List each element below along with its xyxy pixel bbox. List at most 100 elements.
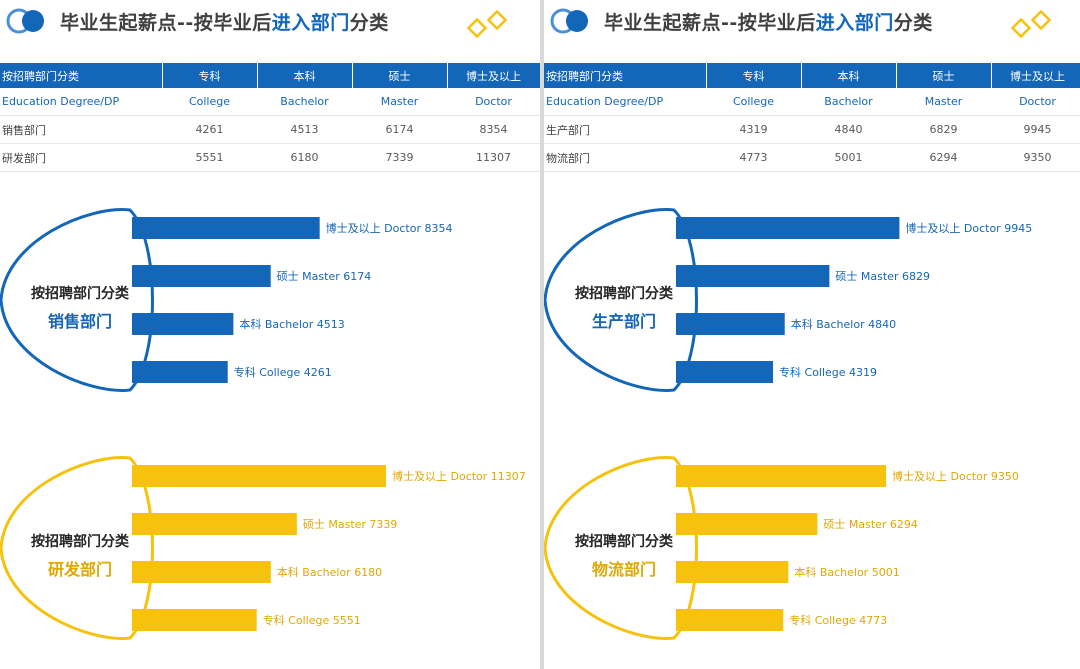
bar <box>676 361 774 383</box>
table-cell: Doctor <box>447 88 540 116</box>
bar <box>132 217 320 239</box>
page-title: 毕业生起薪点--按毕业后进入部门分类 <box>60 8 389 35</box>
bar-label: 博士及以上 Doctor 9945 <box>905 222 1032 235</box>
table-cell: 5001 <box>801 143 896 172</box>
table-cell: 4773 <box>706 143 801 172</box>
page-title: 毕业生起薪点--按毕业后进入部门分类 <box>604 8 933 35</box>
bullet-shape-decoration <box>544 456 698 640</box>
table-cell: 7339 <box>352 143 447 172</box>
table-cell: 4319 <box>706 115 801 144</box>
bar <box>676 313 785 335</box>
salary-table: 按招聘部门分类 专科 本科 硕士 博士及以上 Education Degree/… <box>544 63 1080 172</box>
bar-label: 专科 College 4773 <box>789 613 887 627</box>
bullet-shape-decoration <box>0 208 154 392</box>
bar-label: 硕士 Master 6294 <box>823 518 918 531</box>
table-cell: 5551 <box>162 143 257 172</box>
bar-label: 硕士 Master 6174 <box>277 270 372 283</box>
table-cell: 11307 <box>447 143 540 172</box>
chart-caption: 按招聘部门分类 <box>31 533 130 550</box>
table-row: 生产部门 4319 4840 6829 9945 <box>544 115 1080 144</box>
table-cell: 研发部门 <box>0 143 162 172</box>
table-cell: 6829 <box>896 115 991 144</box>
chart-caption: 按招聘部门分类 <box>31 285 130 302</box>
table-header-cell: 本科 <box>801 63 897 88</box>
table-header-cell: 专科 <box>706 63 802 88</box>
table-cell: 9350 <box>991 143 1080 172</box>
panel-left: 毕业生起薪点--按毕业后进入部门分类 按招聘部门分类 专科 本科 硕士 博士及以… <box>0 8 541 640</box>
table-header-cell: 博士及以上 <box>447 63 541 88</box>
chart-caption: 按招聘部门分类 <box>575 285 674 302</box>
table-row: 物流部门 4773 5001 6294 9350 <box>544 143 1080 172</box>
table-cell: College <box>162 88 257 116</box>
bar <box>132 265 271 287</box>
bar-label: 本科 Bachelor 4513 <box>239 317 344 331</box>
bullet-shape-decoration <box>0 456 154 640</box>
table-header-cell: 专科 <box>162 63 258 88</box>
bar <box>676 217 900 239</box>
chart-department-title: 研发部门 <box>48 560 112 579</box>
table-row-education: Education Degree/DP College Bachelor Mas… <box>0 88 540 116</box>
title-highlight: 进入部门 <box>815 12 894 34</box>
bar-label: 本科 Bachelor 5001 <box>794 565 899 579</box>
bar-label: 博士及以上 Doctor 11307 <box>392 470 526 483</box>
table-cell: Education Degree/DP <box>0 88 162 116</box>
bar-label: 硕士 Master 6829 <box>835 270 930 283</box>
salary-table: 按招聘部门分类 专科 本科 硕士 博士及以上 Education Degree/… <box>0 63 541 172</box>
table-cell: 6294 <box>896 143 991 172</box>
table-header-cell: 按招聘部门分类 <box>0 63 163 88</box>
table-cell: Master <box>352 88 447 116</box>
table-header-cell: 硕士 <box>352 63 448 88</box>
title-prefix: 毕业生起薪点--按毕业后 <box>60 12 272 34</box>
bar-label: 博士及以上 Doctor 8354 <box>326 222 453 235</box>
chart-department-title: 物流部门 <box>592 560 656 579</box>
table-header-cell: 本科 <box>257 63 353 88</box>
bar-label: 硕士 Master 7339 <box>303 518 398 531</box>
table-cell: 物流部门 <box>544 143 706 172</box>
table-cell: Bachelor <box>801 88 896 116</box>
table-row-education: Education Degree/DP College Bachelor Mas… <box>544 88 1080 116</box>
bar <box>132 561 271 583</box>
title-highlight: 进入部门 <box>271 12 350 34</box>
title-suffix: 分类 <box>349 12 389 34</box>
circle-logo-icon <box>550 8 588 34</box>
bar <box>132 313 234 335</box>
table-cell: Master <box>896 88 991 116</box>
table-cell: 销售部门 <box>0 115 162 144</box>
diamond-decoration-icon <box>1010 10 1052 39</box>
bar <box>132 513 297 535</box>
bar <box>676 265 830 287</box>
table-cell: 4261 <box>162 115 257 144</box>
circle-logo-icon <box>6 8 44 34</box>
chart-department-title: 生产部门 <box>592 312 656 331</box>
bar-label: 专科 College 4261 <box>234 365 332 379</box>
bar-label: 专科 College 4319 <box>779 365 877 379</box>
bar <box>132 465 386 487</box>
table-cell: Doctor <box>991 88 1080 116</box>
table-cell: Bachelor <box>257 88 352 116</box>
table-cell: 9945 <box>991 115 1080 144</box>
bullet-shape-decoration <box>544 208 698 392</box>
bar <box>132 361 228 383</box>
bar-label: 本科 Bachelor 6180 <box>277 565 382 579</box>
table-header-cell: 硕士 <box>896 63 992 88</box>
bar <box>132 609 257 631</box>
table-row: 销售部门 4261 4513 6174 8354 <box>0 115 540 144</box>
table-header-row: 按招聘部门分类 专科 本科 硕士 博士及以上 <box>544 63 1080 88</box>
diamond-decoration-icon <box>466 10 508 39</box>
bar <box>676 609 784 631</box>
table-cell: 4840 <box>801 115 896 144</box>
table-cell: College <box>706 88 801 116</box>
chart-department-title: 销售部门 <box>48 312 112 331</box>
title-prefix: 毕业生起薪点--按毕业后 <box>604 12 816 34</box>
bar-label: 本科 Bachelor 4840 <box>791 317 896 331</box>
table-cell: 生产部门 <box>544 115 706 144</box>
bar <box>676 465 887 487</box>
bar <box>676 561 789 583</box>
table-header-cell: 按招聘部门分类 <box>544 63 707 88</box>
table-cell: 4513 <box>257 115 352 144</box>
